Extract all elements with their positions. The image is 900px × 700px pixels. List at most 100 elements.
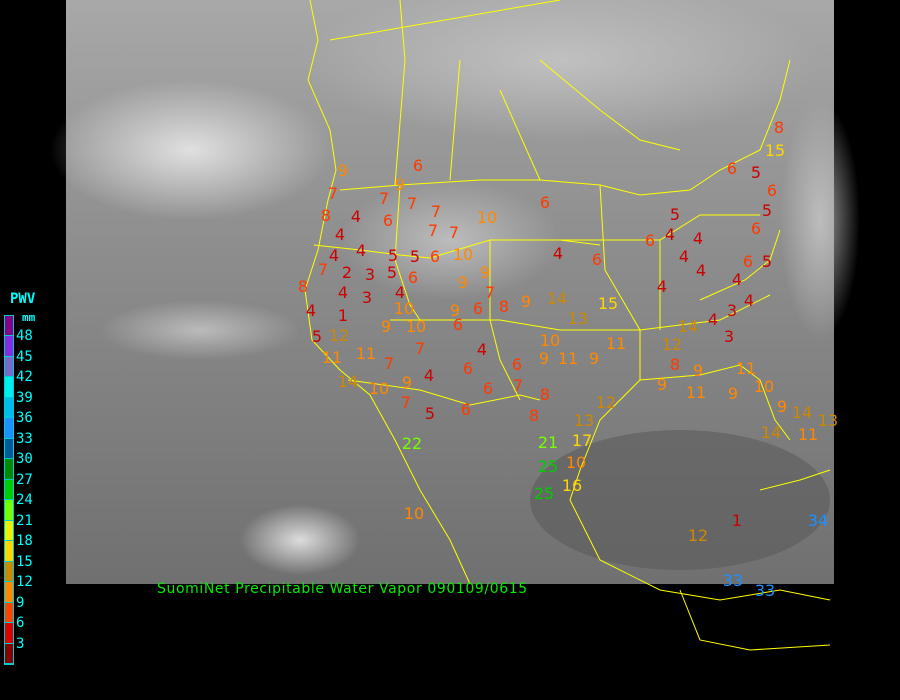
station-pwv-value: 4: [424, 366, 434, 385]
station-pwv-value: 10: [566, 453, 586, 472]
station-pwv-value: 5: [762, 201, 772, 220]
station-pwv-value: 9: [777, 397, 787, 416]
station-pwv-value: 34: [808, 511, 828, 530]
station-pwv-value: 12: [329, 326, 349, 345]
station-pwv-value: 13: [568, 309, 588, 328]
station-pwv-value: 6: [461, 400, 471, 419]
legend-title: PWV: [10, 291, 36, 307]
station-pwv-value: 4: [679, 247, 689, 266]
legend-unit: mm: [22, 311, 36, 324]
station-pwv-value: 7: [485, 283, 495, 302]
legend-label: 21: [16, 512, 33, 529]
station-pwv-value: 4: [732, 270, 742, 289]
station-pwv-value: 7: [415, 339, 425, 358]
station-pwv-value: 6: [430, 247, 440, 266]
station-pwv-value: 5: [388, 246, 398, 265]
station-pwv-value: 17: [572, 431, 592, 450]
station-pwv-value: 13: [818, 411, 838, 430]
legend-bin: [5, 377, 13, 398]
station-pwv-value: 33: [755, 581, 775, 600]
legend-label: 15: [16, 553, 33, 570]
station-pwv-value: 9: [480, 263, 490, 282]
station-pwv-value: 14: [761, 423, 781, 442]
station-pwv-value: 1: [732, 511, 742, 530]
station-pwv-value: 9: [381, 317, 391, 336]
station-pwv-value: 4: [708, 310, 718, 329]
station-pwv-value: 9: [450, 301, 460, 320]
station-pwv-value: 10: [369, 379, 389, 398]
station-pwv-value: 1: [338, 306, 348, 325]
station-pwv-value: 10: [477, 208, 497, 227]
station-pwv-value: 11: [798, 425, 818, 444]
legend-bin: [5, 602, 13, 624]
station-pwv-value: 9: [402, 373, 412, 392]
legend-bin: [5, 479, 13, 501]
station-pwv-value: 5: [410, 247, 420, 266]
legend-bin: [5, 561, 13, 583]
station-pwv-value: 7: [318, 260, 328, 279]
legend-label: 39: [16, 389, 33, 406]
station-pwv-value: 4: [329, 246, 339, 265]
cloud-layer: [50, 0, 860, 575]
station-pwv-value: 6: [592, 250, 602, 269]
station-pwv-value: 7: [384, 354, 394, 373]
station-pwv-value: 7: [328, 184, 338, 203]
station-pwv-value: 6: [727, 159, 737, 178]
legend-bin: [5, 397, 13, 419]
station-pwv-value: 25: [534, 484, 554, 503]
legend-label: 48: [16, 328, 33, 344]
legend-bin: [5, 336, 13, 357]
legend-label: 18: [16, 533, 33, 549]
legend-label: 9: [16, 594, 25, 611]
station-pwv-value: 14: [678, 317, 698, 336]
legend-label: 45: [16, 348, 33, 365]
station-pwv-value: 8: [499, 297, 509, 316]
station-pwv-value: 8: [321, 206, 331, 225]
station-pwv-value: 6: [473, 299, 483, 318]
legend-colorbar: [4, 315, 14, 665]
station-pwv-value: 6: [743, 252, 753, 271]
station-pwv-value: 8: [298, 277, 308, 296]
legend-bin: [5, 623, 13, 644]
legend-label: 36: [16, 410, 33, 426]
station-pwv-value: 4: [351, 207, 361, 226]
station-pwv-value: 11: [686, 383, 706, 402]
station-pwv-value: 9: [539, 349, 549, 368]
station-pwv-value: 3: [365, 265, 375, 284]
station-pwv-value: 33: [723, 571, 743, 590]
station-pwv-value: 4: [696, 261, 706, 280]
station-pwv-value: 5: [670, 205, 680, 224]
station-pwv-value: 6: [463, 359, 473, 378]
station-pwv-value: 8: [670, 355, 680, 374]
map-caption: SuomiNet Precipitable Water Vapor 090109…: [157, 581, 528, 597]
station-pwv-value: 7: [449, 223, 459, 242]
station-pwv-value: 4: [665, 225, 675, 244]
station-pwv-value: 14: [338, 372, 358, 391]
legend-label: 42: [16, 369, 33, 385]
station-pwv-value: 8: [774, 118, 784, 137]
station-pwv-value: 8: [540, 385, 550, 404]
station-pwv-value: 3: [727, 301, 737, 320]
station-pwv-value: 12: [688, 526, 708, 545]
station-pwv-value: 6: [383, 211, 393, 230]
station-pwv-value: 6: [540, 193, 550, 212]
station-pwv-value: 9: [589, 349, 599, 368]
station-pwv-value: 4: [657, 277, 667, 296]
station-pwv-value: 4: [744, 291, 754, 310]
station-pwv-value: 15: [598, 294, 618, 313]
station-pwv-value: 12: [662, 335, 682, 354]
legend-bin: [5, 520, 13, 542]
station-pwv-value: 11: [558, 349, 578, 368]
station-pwv-value: 4: [306, 301, 316, 320]
legend-label: 33: [16, 430, 33, 447]
station-pwv-value: 13: [574, 411, 594, 430]
political-boundaries: [304, 0, 831, 651]
station-pwv-value: 15: [765, 141, 785, 160]
legend-label: 24: [16, 492, 33, 508]
legend-bin: [5, 541, 13, 562]
station-pwv-value: 9: [693, 361, 703, 380]
station-pwv-value: 21: [538, 433, 558, 452]
